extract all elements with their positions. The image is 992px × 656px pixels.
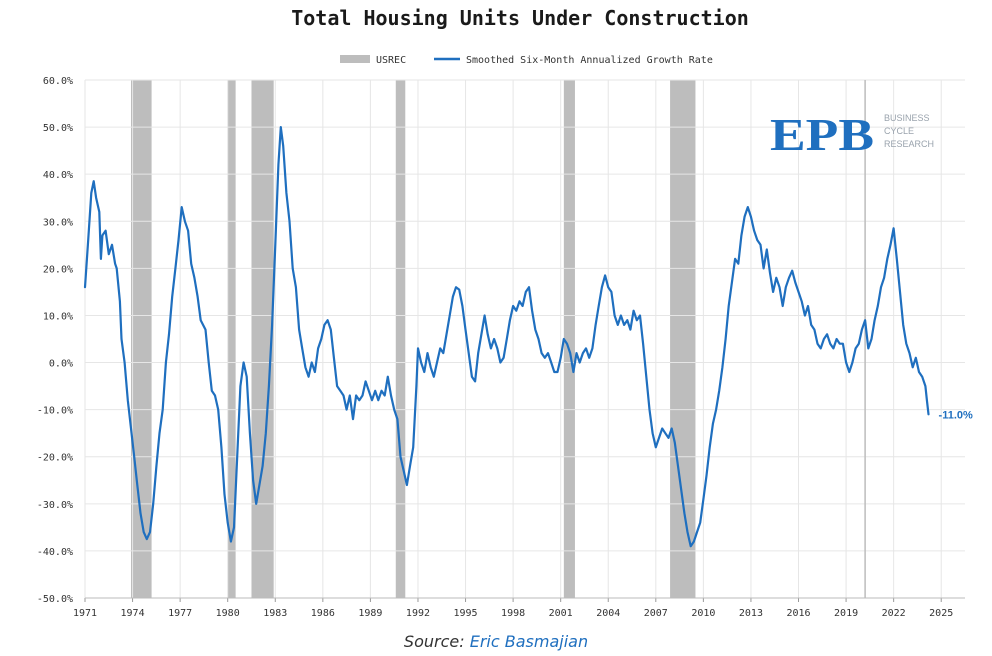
y-axis-ticks: -50.0% -40.0% -30.0% -20.0% -10.0% 0.0% 10.0% 2…: [37, 76, 73, 605]
x-tick-label: 1992: [406, 608, 430, 619]
chart: Total Housing Units Under Construction U…: [37, 6, 973, 619]
recession-band-3: [251, 80, 274, 598]
x-tick-label: 1983: [263, 608, 287, 619]
recession-band-4: [395, 80, 406, 598]
recession-band-6: [670, 80, 696, 598]
recession-band-2: [227, 80, 236, 598]
y-tick-label: 0.0%: [49, 359, 73, 370]
y-tick-label: 60.0%: [43, 76, 73, 87]
y-tick-label: -30.0%: [37, 500, 73, 511]
x-tick-label: 2013: [739, 608, 763, 619]
y-tick-label: -50.0%: [37, 594, 73, 605]
end-value-label: -11.0%: [939, 409, 973, 421]
epb-logo: EPB BUSINESS CYCLE RESEARCH: [770, 109, 934, 160]
logo-line-1: BUSINESS: [884, 113, 930, 123]
x-tick-label: 1974: [121, 608, 145, 619]
x-tick-label: 2016: [786, 608, 810, 619]
legend-label-growth: Smoothed Six-Month Annualized Growth Rat…: [466, 55, 713, 66]
legend-label-usrec: USREC: [376, 55, 406, 66]
y-tick-label: 10.0%: [43, 311, 73, 322]
series-line-growth-rate: [83, 126, 930, 548]
x-tick-label: 1998: [501, 608, 525, 619]
y-tick-label: -40.0%: [37, 547, 73, 558]
x-tick-label: 1980: [216, 608, 240, 619]
x-tick-label: 1995: [453, 608, 477, 619]
x-tick-label: 2019: [834, 608, 858, 619]
y-tick-label: 20.0%: [43, 264, 73, 275]
logo-line-2: CYCLE: [884, 126, 914, 136]
source-link[interactable]: Eric Basmajian: [469, 632, 589, 651]
x-tick-label: 2022: [882, 608, 906, 619]
x-tick-label: 1989: [358, 608, 382, 619]
source-caption: Source: Eric Basmajian: [0, 632, 992, 651]
x-tick-label: 2001: [549, 608, 573, 619]
x-tick-label: 2010: [691, 608, 715, 619]
y-tick-label: 30.0%: [43, 217, 73, 228]
y-tick-label: -10.0%: [37, 406, 73, 417]
x-tick-label: 2004: [596, 608, 620, 619]
y-tick-label: -20.0%: [37, 453, 73, 464]
legend: USREC Smoothed Six-Month Annualized Grow…: [340, 55, 713, 66]
legend-swatch-usrec: [340, 55, 370, 63]
y-tick-label: 40.0%: [43, 170, 73, 181]
recession-band-5: [563, 80, 575, 598]
x-tick-label: 1971: [73, 608, 97, 619]
source-label: Source:: [403, 632, 465, 651]
y-tick-label: 50.0%: [43, 123, 73, 134]
x-tick-label: 2025: [929, 608, 953, 619]
x-tick-label: 1986: [311, 608, 335, 619]
x-axis-ticks: 1971 1974 1977 1980 1983 1986 1989 1992 1995 1998…: [73, 598, 953, 619]
x-tick-label: 2007: [644, 608, 668, 619]
recession-bands: [130, 80, 696, 598]
logo-mark: EPB: [770, 109, 874, 160]
logo-line-3: RESEARCH: [884, 139, 934, 149]
chart-title: Total Housing Units Under Construction: [291, 6, 749, 30]
x-tick-label: 1977: [168, 608, 192, 619]
